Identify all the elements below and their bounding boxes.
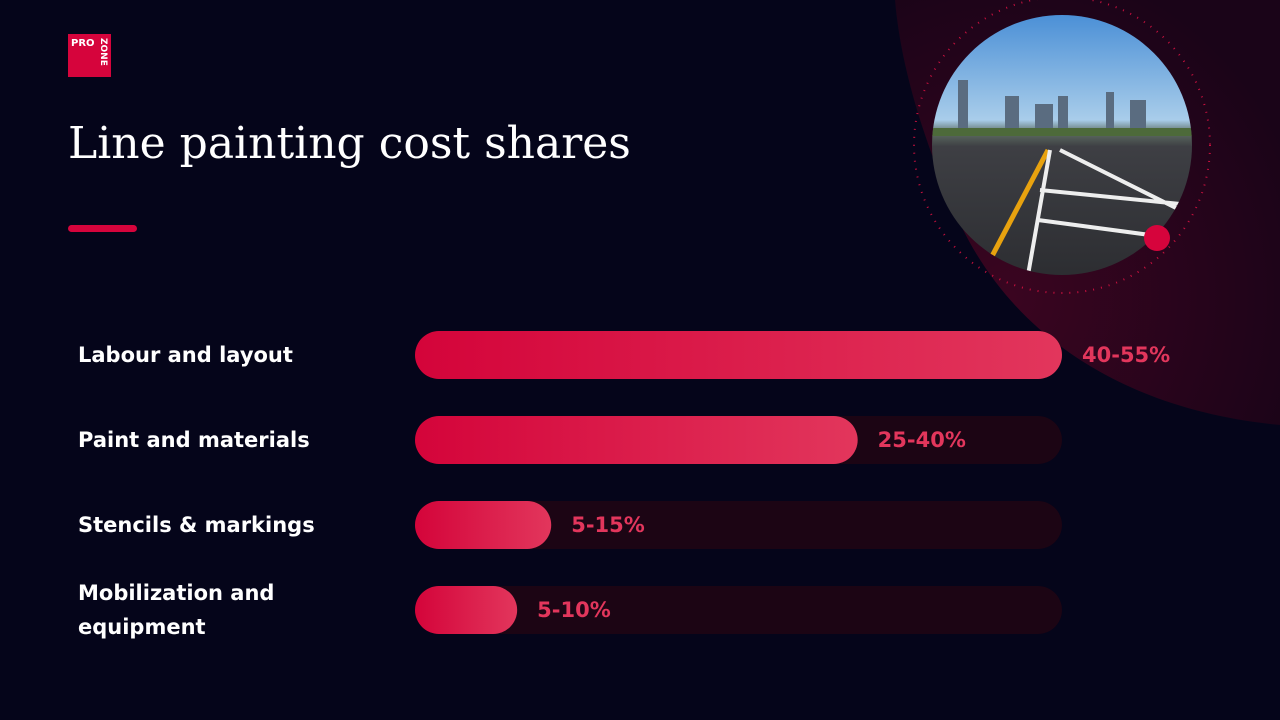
value-label: 40-55%: [1082, 343, 1171, 367]
value-label: 25-40%: [877, 428, 966, 452]
value-label: 5-10%: [537, 598, 611, 622]
category-label: Labour and layout: [78, 343, 293, 367]
value-label: 5-15%: [571, 513, 645, 537]
chart-title: Line painting cost shares: [68, 118, 631, 169]
bar: [415, 586, 518, 634]
bar-track: [415, 501, 1062, 549]
dotted-ring: [913, 0, 1211, 294]
logo-text: ZONE: [98, 38, 108, 66]
bar: [415, 501, 552, 549]
bar: [415, 331, 1062, 379]
logo-text: PRO: [71, 38, 95, 49]
category-label: Paint and materials: [78, 428, 310, 452]
accent-dot: [1144, 225, 1170, 251]
title-underline: [68, 225, 137, 232]
bar-track: [415, 586, 1062, 634]
bar: [415, 416, 858, 464]
category-label: Stencils & markings: [78, 513, 315, 537]
category-label: Mobilization and equipment: [78, 581, 275, 639]
logo-box: [68, 34, 111, 77]
